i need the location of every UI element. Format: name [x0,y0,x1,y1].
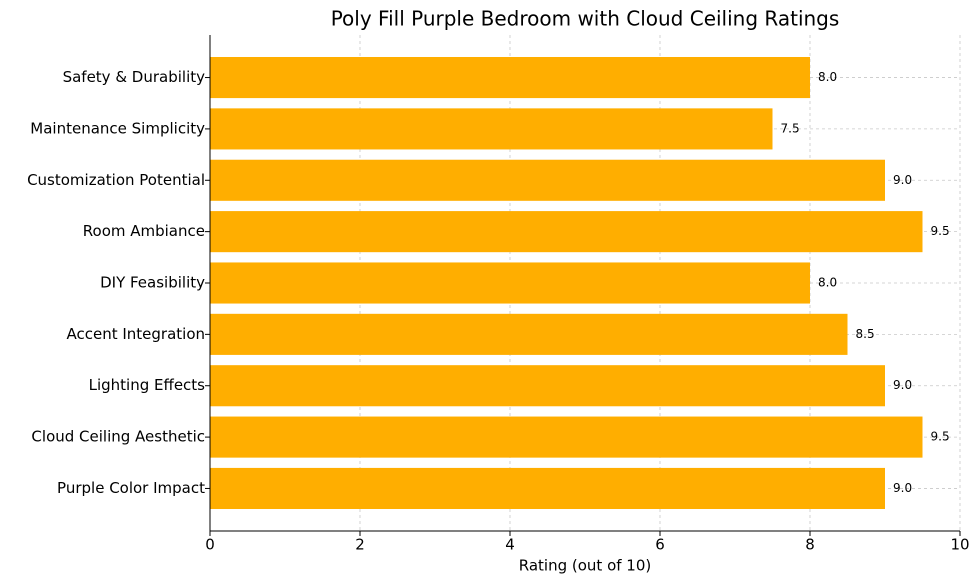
bar [210,262,810,304]
bar [210,467,885,509]
value-label: 9.0 [893,173,912,187]
x-tick-label: 0 [205,536,215,554]
value-label: 7.5 [781,121,800,135]
value-label: 9.0 [893,378,912,392]
bar [210,159,885,201]
value-label: 8.0 [818,276,837,290]
y-tick-label: Maintenance Simplicity [30,119,205,137]
y-tick-label: Room Ambiance [83,222,205,240]
x-tick-label: 6 [655,536,665,554]
bar [210,108,773,150]
bar [210,313,848,355]
bar [210,57,810,99]
y-tick-label: Lighting Effects [89,376,206,394]
y-tick-label: Purple Color Impact [57,479,205,497]
value-label: 8.0 [818,70,837,84]
x-tick-label: 10 [950,536,969,554]
bar [210,211,923,253]
y-tick-label: DIY Feasibility [100,274,205,292]
x-tick-label: 2 [355,536,365,554]
y-tick-label: Customization Potential [27,171,205,189]
value-label: 9.0 [893,481,912,495]
bar [210,365,885,407]
y-tick-label: Safety & Durability [63,68,206,86]
bar [210,416,923,458]
value-label: 9.5 [931,430,950,444]
y-tick-label: Accent Integration [66,325,205,343]
chart-title: Poly Fill Purple Bedroom with Cloud Ceil… [331,7,840,31]
value-label: 8.5 [856,327,875,341]
x-tick-label: 8 [805,536,815,554]
x-axis-label: Rating (out of 10) [519,557,651,575]
x-tick-label: 4 [505,536,515,554]
y-tick-label: Cloud Ceiling Aesthetic [31,428,205,446]
value-label: 9.5 [931,224,950,238]
